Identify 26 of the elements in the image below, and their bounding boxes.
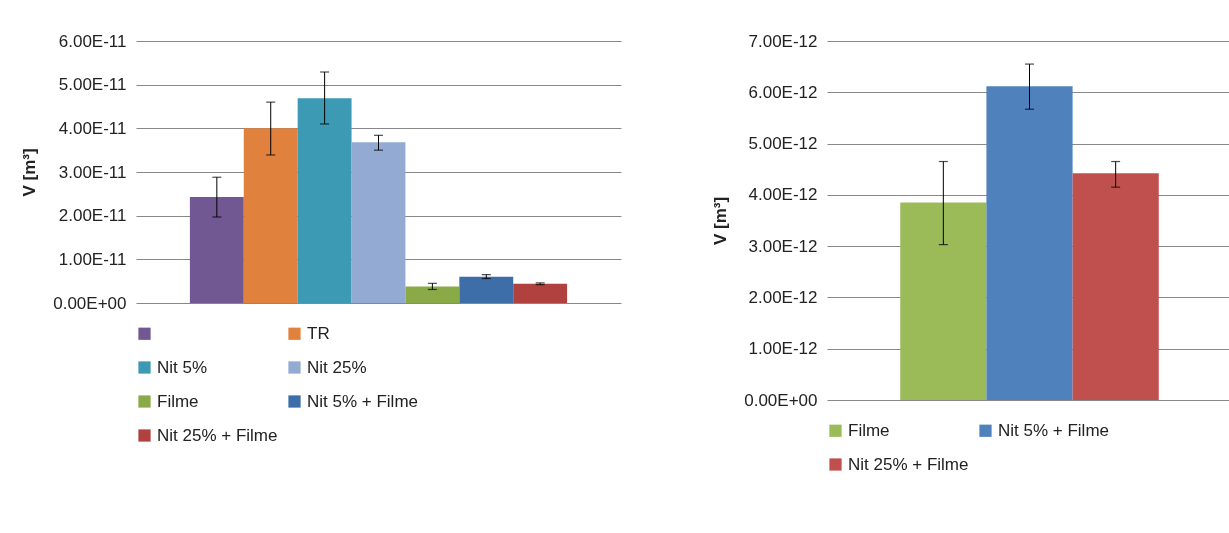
legend-label: Nit 5% + Filme (307, 391, 418, 411)
legend-label: Filme (848, 420, 890, 440)
y-tick-label: 3.00E-11 (58, 162, 127, 182)
legend-label: Nit 25% + Filme (157, 425, 278, 445)
y-tick-label: 1.00E-12 (748, 339, 818, 359)
y-tick-label: 6.00E-12 (748, 82, 818, 102)
legend-label: Nit 25% + Filme (848, 454, 969, 474)
y-tick-label: 5.00E-12 (748, 134, 818, 154)
legend-label: Filme (157, 391, 199, 411)
y-tick-label: 6.00E-11 (58, 31, 127, 51)
y-tick-label: 4.00E-11 (58, 118, 127, 138)
legend-label: Nit 5% (157, 357, 208, 377)
y-tick-label: 4.00E-12 (748, 185, 818, 205)
y-tick-label: 7.00E-12 (748, 31, 818, 51)
legend-label: Nit 25% (307, 357, 367, 377)
y-axis-title: V [m³] (711, 196, 731, 246)
y-tick-label: 2.00E-12 (748, 287, 818, 307)
legend-label: TR (307, 323, 330, 343)
y-tick-label: 0.00E+00 (744, 390, 818, 410)
y-tick-label: 1.00E-11 (58, 249, 127, 269)
y-tick-label: 3.00E-12 (748, 236, 818, 256)
y-tick-label: 5.00E-11 (58, 75, 127, 95)
y-tick-label: 2.00E-11 (58, 206, 127, 226)
legend-label: Nit 5% + Filme (998, 420, 1109, 440)
y-axis-title: V [m³] (20, 148, 40, 197)
y-tick-label: 0.00E+00 (53, 293, 127, 313)
